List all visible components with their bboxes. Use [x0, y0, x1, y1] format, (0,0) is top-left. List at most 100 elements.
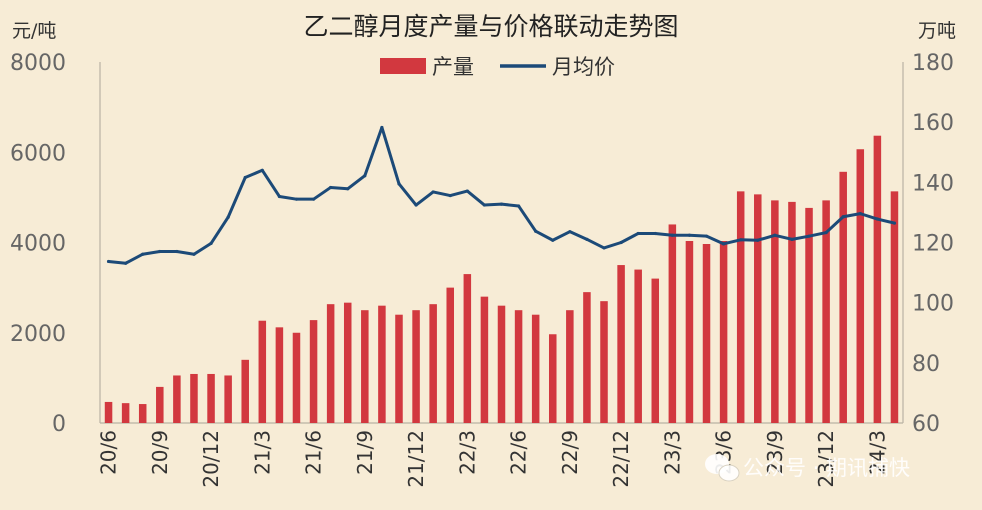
bar	[412, 310, 420, 423]
bar	[702, 244, 711, 423]
right-axis-tick-label: 80	[912, 352, 940, 377]
price-point	[516, 204, 521, 208]
bar	[343, 302, 352, 423]
price-point	[687, 233, 692, 237]
price-point	[773, 233, 777, 237]
bar	[754, 194, 762, 423]
price-point	[619, 240, 623, 245]
price-point	[380, 125, 384, 130]
price-point	[499, 202, 504, 206]
bar	[292, 332, 301, 423]
bar	[634, 269, 642, 423]
bar	[446, 287, 455, 423]
bar	[668, 224, 677, 423]
x-axis-ticks: 20/6 20/9 20/12 21/3 21/6 21/9 21/12 22/3 22/6 22…	[97, 430, 890, 488]
legend: 产量 月均价	[380, 55, 615, 79]
bar	[326, 304, 335, 423]
bar	[531, 314, 540, 423]
price-point	[892, 221, 897, 225]
price-point	[568, 230, 572, 234]
price-point	[346, 187, 350, 191]
bar	[190, 373, 198, 423]
left-axis-unit: 元/吨	[12, 20, 56, 42]
bar	[258, 320, 267, 423]
bar	[873, 135, 882, 423]
bar	[600, 301, 608, 423]
legend-bar-label: 产量	[432, 55, 474, 79]
x-tick-label: 21/9	[353, 430, 377, 475]
x-tick-label: 21/12	[404, 430, 428, 488]
bar	[617, 265, 625, 423]
bar	[685, 240, 694, 423]
price-point	[141, 252, 145, 256]
bar	[224, 375, 232, 423]
bar	[805, 207, 813, 423]
price-point	[756, 238, 760, 242]
bar	[429, 304, 437, 423]
price-point	[363, 174, 367, 178]
x-tick-label: 21/3	[250, 430, 274, 475]
price-point	[807, 234, 811, 238]
right-axis-tick-label: 60	[912, 412, 940, 437]
wechat-icon	[705, 454, 740, 482]
right-axis-tick-label: 100	[912, 292, 954, 317]
left-axis-tick-label: 4000	[10, 232, 66, 257]
price-point	[448, 193, 452, 198]
bar	[121, 403, 130, 423]
x-tick-label: 23/9	[763, 430, 787, 475]
price-point	[465, 189, 469, 193]
price-point	[192, 252, 196, 256]
price-point	[704, 234, 709, 238]
price-point	[739, 238, 743, 242]
x-tick-label: 23/3	[660, 430, 684, 475]
x-tick-label: 20/9	[148, 430, 172, 475]
price-point	[602, 246, 606, 250]
price-point	[875, 217, 879, 221]
price-point	[722, 242, 726, 246]
price-point	[397, 182, 401, 186]
bar	[104, 401, 113, 423]
left-axis-tick-label: 2000	[10, 322, 66, 347]
x-tick-label: 24/3	[865, 430, 889, 475]
watermark-text: 公众号 · 期讯捕快	[743, 456, 910, 480]
left-axis-tick-label: 0	[52, 412, 66, 437]
bar	[395, 314, 403, 423]
price-point	[329, 185, 333, 190]
bar	[463, 274, 472, 423]
bar	[822, 200, 830, 423]
price-point	[824, 230, 828, 235]
left-axis-tick-label: 8000	[10, 51, 66, 76]
bar	[890, 191, 899, 423]
bar	[839, 171, 847, 423]
bar	[275, 327, 284, 423]
x-tick-label: 21/6	[302, 430, 326, 475]
x-tick-label: 23/12	[814, 430, 838, 488]
x-tick-label: 22/12	[609, 430, 633, 488]
x-tick-label: 22/9	[558, 430, 582, 475]
left-axis-tick-label: 6000	[10, 141, 66, 166]
bar	[497, 305, 506, 423]
right-axis-tick-label: 120	[912, 232, 954, 257]
bar	[583, 292, 591, 423]
right-axis-unit: 万吨	[918, 20, 956, 42]
right-axis-tick-label: 160	[912, 111, 954, 136]
price-point	[858, 212, 862, 216]
left-axis-ticks: 0 2000 4000 6000 8000	[10, 51, 66, 437]
price-point	[311, 197, 316, 201]
x-tick-label: 20/12	[199, 430, 223, 488]
bar-series	[104, 135, 899, 423]
price-point	[551, 238, 555, 242]
bar	[651, 278, 660, 423]
price-point	[106, 259, 111, 264]
bar	[173, 375, 181, 423]
price-point	[124, 261, 128, 265]
price-point	[226, 215, 230, 219]
price-point	[209, 241, 213, 246]
price-point	[431, 190, 435, 194]
bar	[736, 191, 745, 423]
price-point	[277, 194, 281, 199]
bar	[156, 386, 164, 423]
price-point	[158, 249, 162, 254]
bar	[378, 305, 386, 423]
